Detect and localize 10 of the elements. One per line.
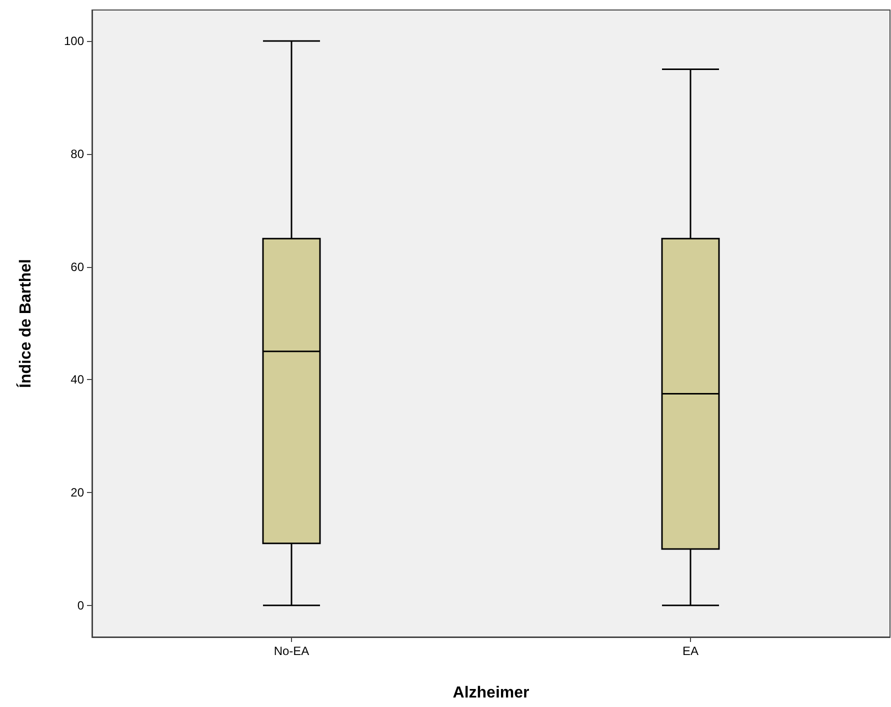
- y-tick-label: 80: [70, 146, 84, 161]
- y-tick-label: 60: [70, 260, 84, 274]
- y-tick-label: 100: [64, 34, 84, 48]
- x-axis-title: Alzheimer: [452, 684, 530, 702]
- y-tick-label: 40: [70, 372, 84, 387]
- y-tick-label: 0: [77, 598, 84, 612]
- x-tick-label: EA: [682, 644, 699, 658]
- y-axis-title: Índice de Barthel: [16, 259, 34, 388]
- x-tick-label: No-EA: [274, 644, 310, 658]
- y-tick-label: 20: [70, 486, 84, 500]
